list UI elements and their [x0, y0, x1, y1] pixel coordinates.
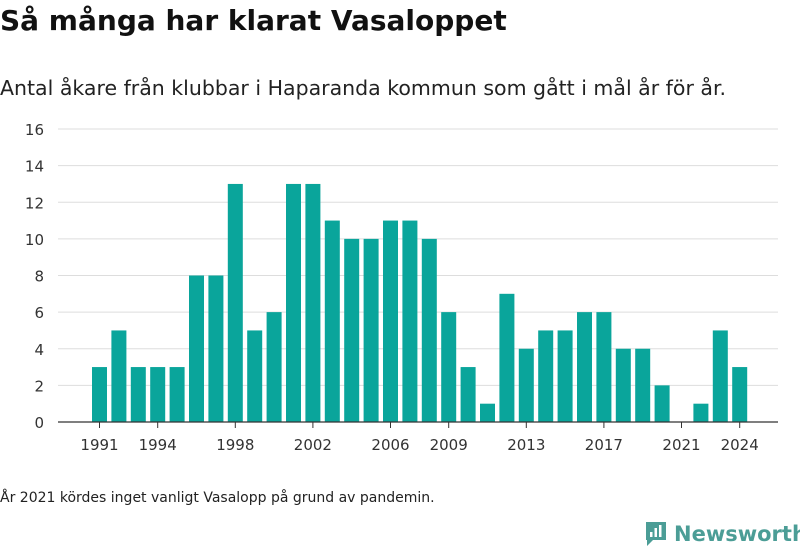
- bar-1998: [227, 183, 243, 422]
- y-tick-label: 6: [34, 304, 44, 322]
- bar-chart: 0 2 4 6 8 10 12 14 16 1991 1994 1998 2002 2006 2009 201…: [25, 121, 778, 454]
- bar-2022: [693, 403, 709, 422]
- bars: [92, 183, 748, 422]
- bar-2013: [518, 348, 534, 422]
- y-tick-label: 4: [34, 341, 44, 359]
- bar-2019: [635, 348, 651, 422]
- x-tick-label: 1994: [139, 436, 177, 454]
- footnote: År 2021 kördes inget vanligt Vasalopp på…: [0, 490, 435, 506]
- bar-1992: [111, 330, 127, 422]
- bar-2024: [732, 367, 748, 422]
- bar-2011: [480, 403, 495, 422]
- bar-1991: [92, 367, 107, 422]
- bar-1997: [208, 275, 224, 422]
- x-tick-label: 2002: [294, 436, 332, 454]
- y-tick-label: 2: [34, 377, 44, 395]
- bar-1995: [169, 367, 185, 422]
- x-tick-label: 1998: [216, 436, 254, 454]
- x-tick-label: 2024: [721, 436, 759, 454]
- bar-2020: [654, 385, 670, 422]
- y-tick-label: 16: [25, 121, 44, 139]
- y-tick-label: 10: [25, 231, 44, 249]
- brand-name: Newsworthy: [674, 522, 800, 546]
- x-tick-label: 2006: [371, 436, 409, 454]
- bar-2003: [324, 220, 340, 422]
- bar-2006: [383, 220, 398, 422]
- bar-2012: [499, 293, 515, 422]
- axes: 0 2 4 6 8 10 12 14 16 1991 1994 1998 2002 2006 2009 201…: [25, 121, 778, 454]
- bar-2010: [460, 367, 476, 422]
- x-tick-label: 2017: [585, 436, 623, 454]
- bar-2014: [538, 330, 554, 422]
- newsworthy-logo-icon: [646, 522, 666, 546]
- x-tick-label: 2021: [662, 436, 700, 454]
- bar-1994: [150, 367, 166, 422]
- y-tick-label: 12: [25, 194, 44, 212]
- x-tick-label: 2009: [430, 436, 468, 454]
- bar-2016: [577, 312, 592, 422]
- bar-2018: [615, 348, 631, 422]
- bar-2007: [402, 220, 418, 422]
- bar-2015: [557, 330, 573, 422]
- grid-lines: [58, 128, 778, 386]
- chart-title: Så många har klarat Vasaloppet: [0, 4, 507, 37]
- bar-2004: [344, 238, 360, 422]
- x-tick-label: 1991: [80, 436, 118, 454]
- bar-2008: [421, 238, 437, 422]
- chart-subtitle: Antal åkare från klubbar i Haparanda kom…: [0, 76, 727, 100]
- bar-2023: [712, 330, 728, 422]
- y-tick-label: 14: [25, 158, 44, 176]
- bar-2005: [363, 238, 379, 422]
- bar-2002: [305, 183, 321, 422]
- bar-2000: [266, 312, 282, 422]
- bar-1996: [189, 275, 204, 422]
- bar-2009: [441, 312, 457, 422]
- bar-2017: [596, 312, 612, 422]
- bar-1999: [247, 330, 263, 422]
- bar-2001: [286, 183, 301, 422]
- x-tick-label: 2013: [507, 436, 545, 454]
- y-tick-label: 8: [34, 268, 44, 286]
- newsworthy-logo[interactable]: Newsworthy: [644, 520, 800, 548]
- bar-1993: [130, 367, 146, 422]
- y-tick-label: 0: [34, 414, 44, 432]
